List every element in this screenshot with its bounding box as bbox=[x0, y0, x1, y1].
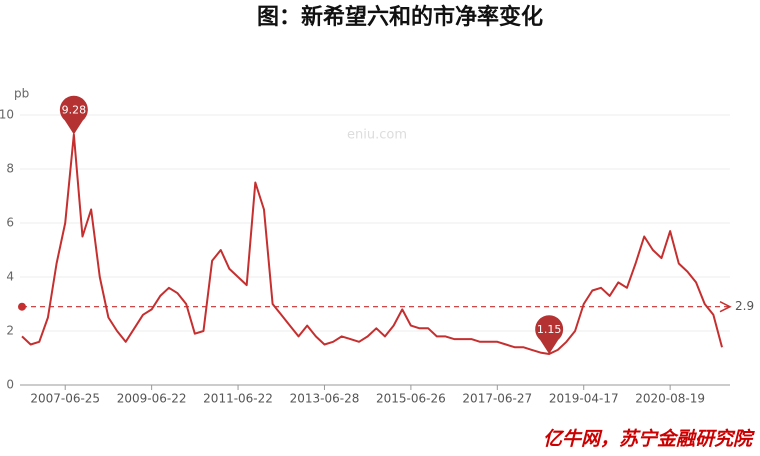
reference-arrow bbox=[719, 301, 732, 313]
source: 亿牛网，苏宁金融研究院 bbox=[543, 428, 755, 450]
x-tick-label: 2009-06-22 bbox=[117, 392, 187, 406]
pin-label: 1.15 bbox=[537, 323, 562, 336]
y-tick-label: 8 bbox=[6, 162, 14, 176]
x-tick-label: 2017-06-27 bbox=[462, 392, 532, 406]
x-tick-label: 2011-06-22 bbox=[203, 392, 273, 406]
y-tick-label: 6 bbox=[6, 216, 14, 230]
reference-label: 2.9 bbox=[735, 299, 754, 313]
y-tick-label: 4 bbox=[6, 270, 14, 284]
x-tick-label: 2019-04-17 bbox=[549, 392, 619, 406]
watermark: eniu.com bbox=[347, 128, 407, 143]
y-tick-label: 2 bbox=[6, 324, 14, 338]
y-tick-label: 10 bbox=[0, 108, 14, 122]
pin bbox=[535, 315, 564, 354]
x-tick-label: 2007-06-25 bbox=[30, 392, 100, 406]
pin bbox=[59, 95, 88, 135]
chart-title: 图：新希望六和的市净率变化 bbox=[257, 4, 543, 30]
x-tick-label: 2015-06-26 bbox=[376, 392, 446, 406]
reference-dot bbox=[18, 302, 26, 311]
pin-label: 9.28 bbox=[62, 103, 87, 116]
x-tick-label: 2020-08-19 bbox=[635, 392, 705, 406]
y-axis-label: pb bbox=[14, 87, 29, 101]
x-tick-label: 2013-06-28 bbox=[290, 392, 360, 406]
y-tick-label: 0 bbox=[6, 378, 14, 392]
line-series bbox=[21, 133, 723, 355]
